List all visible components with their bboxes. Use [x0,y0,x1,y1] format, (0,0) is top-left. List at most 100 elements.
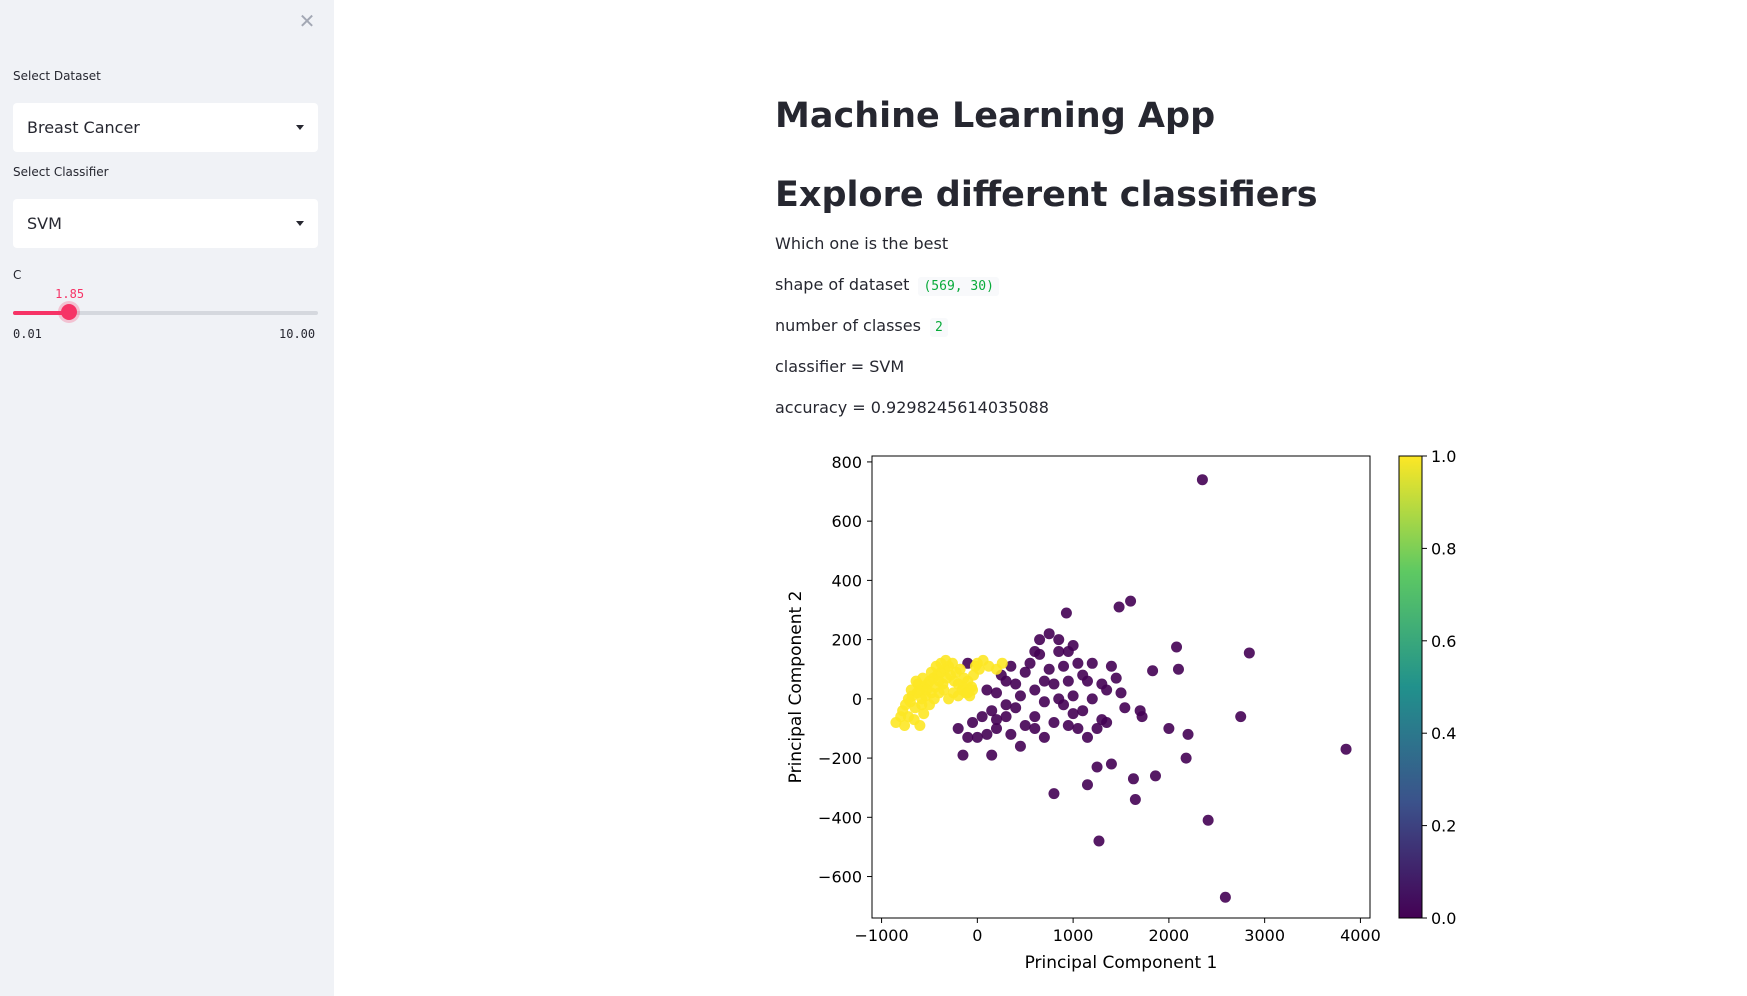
scatter-point [1182,728,1194,740]
classes-line: number of classes 2 [775,316,948,337]
scatter-point [1202,814,1214,826]
chevron-down-icon [296,221,304,226]
scatter-point [1149,770,1161,782]
scatter-plot: −1000 0 1000 2000 3000 4000 −600 −400 −200 0 200 40… [775,436,1475,980]
scatter-point [916,699,928,711]
scatter-point [1072,657,1084,669]
scatter-point [1072,722,1084,734]
close-icon[interactable]: ✕ [298,9,316,33]
scatter-point [1091,722,1103,734]
scatter-point [1110,672,1122,684]
chart-axes: −1000 0 1000 2000 3000 4000 −600 −400 −200 0 200 40… [818,453,1381,945]
scatter-point [1243,647,1255,659]
scatter-point [1105,758,1117,770]
scatter-point [1048,717,1060,729]
scatter-point [1113,601,1125,613]
c-slider-min: 0.01 [13,327,42,341]
scatter-point [1024,657,1036,669]
colorbar-tick-label: 0.6 [1431,632,1456,651]
shape-value: (569, 30) [918,277,999,296]
c-slider-track[interactable] [13,311,318,315]
scatter-point [1053,634,1065,646]
scatter-point [1019,666,1031,678]
y-tick-label: 0 [852,690,862,709]
scatter-point [1127,773,1139,785]
scatter-point [1010,678,1022,690]
scatter-point [1029,645,1041,657]
c-slider-label: C [13,268,22,282]
scatter-point [1014,690,1026,702]
x-tick-label: 3000 [1244,926,1285,945]
classifier-select-label: Select Classifier [13,165,109,179]
scatter-point [971,731,983,743]
x-tick-label: 4000 [1340,926,1381,945]
colorbar-tick-label: 0.8 [1431,539,1456,558]
scatter-point [1147,665,1159,677]
y-tick-label: −200 [818,749,862,768]
y-tick-label: 600 [831,512,862,531]
scatter-point [1125,595,1137,607]
scatter-point [899,720,911,731]
c-slider-max: 10.00 [279,327,316,341]
scatter-point [1019,720,1031,731]
scatter-point [1029,684,1041,696]
scatter-point [1235,711,1247,723]
scatter-point [1086,657,1098,669]
scatter-point [981,728,993,740]
page-title: Machine Learning App [775,96,1216,136]
plot-frame [871,455,1371,919]
scatter-point [1081,779,1093,791]
x-tick-label: −1000 [855,926,909,945]
scatter-point [902,693,914,705]
scatter-point [1043,628,1055,640]
chevron-down-icon [296,125,304,130]
scatter-point [952,722,964,734]
scatter-point [1053,645,1065,657]
classes-label: number of classes [775,316,921,335]
scatter-point [981,684,993,696]
scatter-point [1060,607,1072,619]
scatter-point [905,684,917,696]
scatter-point [1219,891,1231,903]
description-text: Which one is the best [775,234,949,253]
y-tick-label: 200 [831,631,862,650]
scatter-point [1086,693,1098,705]
colorbar-tick-label: 0.4 [1431,724,1456,743]
colorbar-tick-label: 0.2 [1431,817,1456,836]
scatter-point [1105,660,1117,672]
scatter-point [1048,788,1060,800]
x-tick-label: 0 [972,926,982,945]
main-content: Machine Learning App Explore different c… [334,0,1747,996]
scatter-point [1000,711,1012,723]
scatter-point [954,663,966,675]
scatter-point [991,722,1002,734]
classifier-select[interactable]: SVM [13,199,318,248]
scatter-point [1093,835,1105,847]
scatter-point [1038,731,1050,743]
scatter-point [908,714,920,726]
c-slider-value: 1.85 [55,287,85,301]
scatter-point [918,708,930,720]
c-slider-fill [13,311,70,315]
scatter-point [1129,794,1141,806]
c-slider-thumb[interactable] [61,304,78,320]
scatter-point [1163,722,1175,734]
classifier-line: classifier = SVM [775,357,905,376]
scatter-point [1058,699,1070,711]
accuracy-line: accuracy = 0.9298245614035088 [775,398,1049,417]
scatter-point [1029,711,1041,723]
classes-value: 2 [930,318,948,337]
scatter-point [1172,663,1184,675]
scatter-point [1062,720,1074,731]
y-axis-label: Principal Component 2 [786,591,806,784]
scatter-point [1043,663,1055,675]
scatter-point [1171,641,1183,653]
x-tick-label: 2000 [1149,926,1190,945]
scatter-point [996,657,1008,669]
shape-label: shape of dataset [775,275,910,294]
dataset-select[interactable]: Breast Cancer [13,103,318,152]
scatter-point [1005,728,1017,740]
scatter-point [910,675,922,687]
dataset-select-label: Select Dataset [13,69,101,83]
scatter-point [921,684,933,696]
